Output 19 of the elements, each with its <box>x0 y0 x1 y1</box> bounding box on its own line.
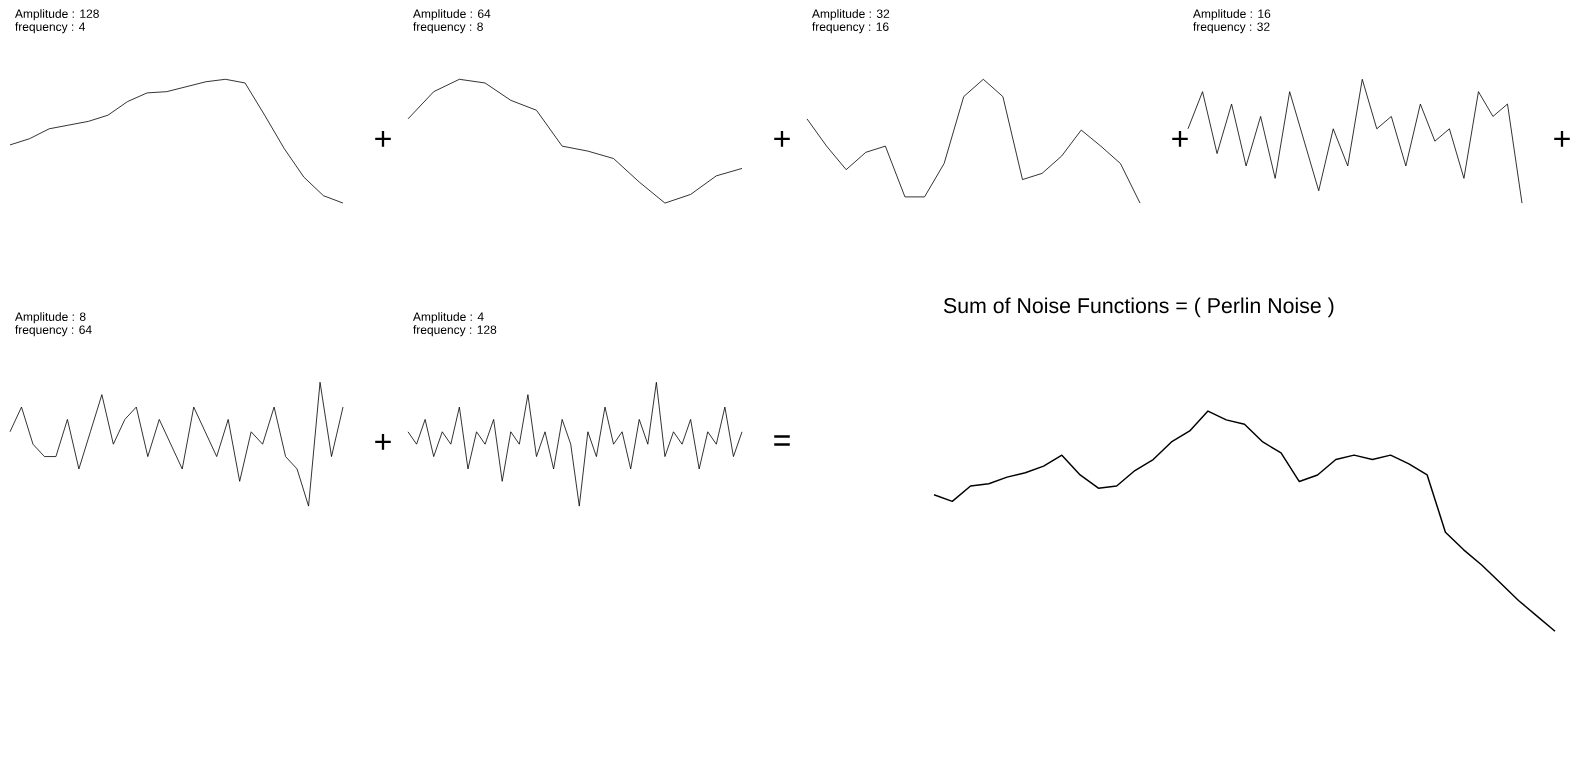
chart-subtitle: frequency : 32 <box>1193 22 1270 34</box>
text: = <box>774 435 790 446</box>
chart-title: Sum of Noise Functions = ( Perlin Noise ) <box>943 297 1334 318</box>
chart-subtitle: frequency : 16 <box>812 22 889 34</box>
chart-title: Amplitude : 4 <box>412 312 484 324</box>
chart-title: Amplitude : 128 <box>14 9 99 21</box>
chart-subtitle: frequency : 64 <box>15 325 92 337</box>
chart-title: Amplitude : 8 <box>14 312 86 324</box>
chart-subtitle: frequency : 8 <box>413 22 483 34</box>
text: + <box>1554 130 1570 147</box>
text: + <box>375 130 391 147</box>
text: + <box>774 130 790 147</box>
chart-subtitle: frequency : 4 <box>15 22 86 34</box>
chart-title: Amplitude : 32 <box>811 9 890 21</box>
text: + <box>375 433 391 450</box>
chart-title: Amplitude : 64 <box>412 9 491 21</box>
chart-subtitle: frequency : 128 <box>413 325 497 337</box>
annotation: + <box>1172 130 1188 147</box>
chart-title: Amplitude : 16 <box>1192 9 1271 21</box>
